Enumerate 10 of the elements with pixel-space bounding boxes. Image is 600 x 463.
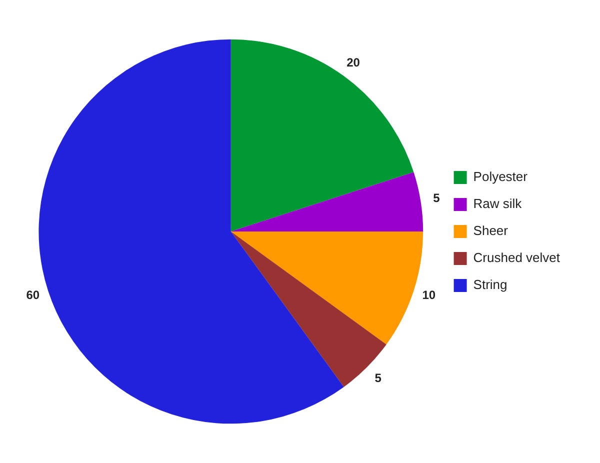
legend-label: Raw silk bbox=[473, 196, 522, 212]
legend-label: String bbox=[473, 277, 508, 292]
data-label: 10 bbox=[422, 288, 436, 302]
legend-label: Crushed velvet bbox=[473, 250, 560, 266]
data-label: 60 bbox=[26, 288, 40, 302]
data-label: 5 bbox=[433, 191, 440, 206]
data-label: 5 bbox=[374, 371, 382, 386]
legend-label: Polyester bbox=[473, 169, 528, 184]
legend-label: Sheer bbox=[473, 223, 509, 238]
data-label: 20 bbox=[346, 55, 360, 70]
